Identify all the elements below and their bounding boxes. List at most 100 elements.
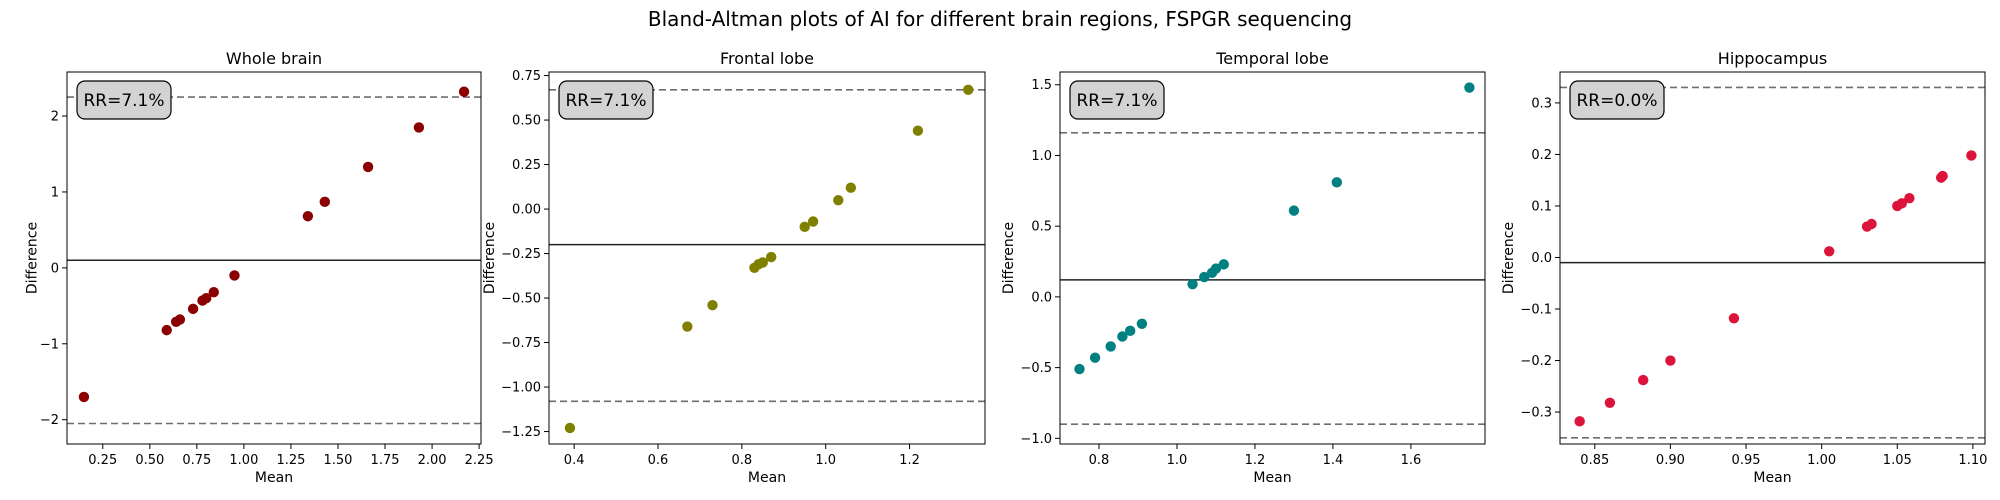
data-point-whole-brain	[302, 211, 314, 222]
data-point-temporal-lobe	[1105, 341, 1116, 352]
x-axis-label-hippocampus: Mean	[1753, 470, 1791, 486]
rr-annotation-frontal-lobe: RR=7.1%	[565, 91, 646, 111]
data-point-frontal-lobe	[757, 257, 769, 268]
y-tick-label-frontal-lobe: −0.75	[501, 336, 541, 351]
data-point-hippocampus	[1896, 198, 1908, 209]
y-tick-label-hippocampus: −0.1	[1520, 303, 1552, 318]
x-tick-label-frontal-lobe: 0.8	[732, 453, 753, 468]
y-tick-label-frontal-lobe: 0.00	[512, 203, 541, 218]
y-tick-label-hippocampus: −0.2	[1520, 354, 1552, 369]
panel-title-hippocampus: Hippocampus	[1718, 49, 1827, 68]
rr-annotation-whole-brain: RR=7.1%	[83, 91, 164, 111]
data-point-frontal-lobe	[912, 125, 924, 136]
panel-frontal-lobe: Frontal lobe 0.4 0.6 0.8 1.0 1.2 −1.25 −1.00 −0.…	[482, 49, 986, 486]
data-point-temporal-lobe	[1089, 352, 1101, 363]
y-tick-label-frontal-lobe: −1.00	[501, 381, 541, 396]
x-tick-label-hippocampus: 0.95	[1732, 453, 1761, 468]
x-tick-label-hippocampus: 1.10	[1958, 453, 1987, 468]
data-point-whole-brain	[413, 122, 425, 133]
y-tick-label-whole-brain: 2	[51, 110, 59, 125]
y-tick-label-whole-brain: −2	[40, 413, 59, 428]
x-tick-label-whole-brain: 0.75	[182, 453, 211, 468]
x-axis-label-temporal-lobe: Mean	[1253, 470, 1291, 486]
x-tick-label-frontal-lobe: 0.4	[564, 453, 585, 468]
y-tick-label-hippocampus: 0.1	[1531, 199, 1552, 214]
data-point-whole-brain	[319, 196, 331, 208]
x-tick-label-hippocampus: 1.00	[1807, 453, 1836, 468]
data-point-temporal-lobe	[1288, 205, 1300, 216]
x-tick-label-whole-brain: 1.75	[371, 453, 400, 468]
data-point-frontal-lobe	[963, 84, 974, 95]
data-point-hippocampus	[1824, 246, 1835, 257]
plot-frame-frontal-lobe	[548, 71, 986, 445]
data-point-frontal-lobe	[682, 321, 693, 332]
data-point-temporal-lobe	[1210, 263, 1222, 274]
data-point-temporal-lobe	[1136, 318, 1148, 329]
plot-frame-whole-brain	[66, 71, 482, 445]
rr-annotation-box-whole-brain	[76, 80, 172, 120]
y-tick-label-whole-brain: 0	[51, 261, 59, 276]
data-point-temporal-lobe	[1117, 331, 1128, 342]
data-point-hippocampus	[1637, 374, 1649, 386]
data-point-hippocampus	[1966, 150, 1977, 161]
data-point-frontal-lobe	[564, 422, 576, 434]
y-tick-label-temporal-lobe: 0.0	[1031, 290, 1052, 305]
y-tick-label-hippocampus: 0.2	[1531, 148, 1552, 163]
x-tick-label-hippocampus: 0.90	[1656, 453, 1685, 468]
data-point-temporal-lobe	[1464, 82, 1475, 93]
plot-frame-temporal-lobe	[1059, 71, 1486, 445]
data-point-frontal-lobe	[807, 216, 819, 227]
x-tick-label-temporal-lobe: 1.4	[1323, 453, 1344, 468]
y-tick-label-frontal-lobe: −0.50	[501, 292, 541, 307]
x-tick-label-whole-brain: 1.25	[276, 453, 305, 468]
rr-annotation-box-frontal-lobe	[558, 80, 654, 120]
data-point-hippocampus	[1904, 193, 1915, 204]
y-tick-label-hippocampus: 0.3	[1531, 96, 1552, 111]
x-tick-label-whole-brain: 2.00	[418, 453, 447, 468]
rr-annotation-hippocampus: RR=0.0%	[1576, 91, 1657, 111]
x-tick-label-frontal-lobe: 1.2	[899, 453, 920, 468]
data-point-whole-brain	[78, 391, 90, 403]
data-point-temporal-lobe	[1331, 177, 1343, 188]
x-tick-label-temporal-lobe: 0.8	[1089, 453, 1110, 468]
y-tick-label-whole-brain: 1	[51, 185, 59, 200]
data-point-whole-brain	[208, 286, 219, 298]
rr-annotation-temporal-lobe: RR=7.1%	[1076, 91, 1157, 111]
y-tick-label-temporal-lobe: −0.5	[1020, 361, 1052, 376]
rr-annotation-box-temporal-lobe	[1069, 80, 1165, 120]
data-point-frontal-lobe	[707, 299, 718, 311]
x-tick-label-whole-brain: 2.25	[465, 453, 494, 468]
data-point-hippocampus	[1937, 170, 1948, 182]
y-tick-label-temporal-lobe: 1.5	[1031, 78, 1052, 93]
data-point-temporal-lobe	[1199, 271, 1210, 283]
data-point-frontal-lobe	[845, 182, 857, 193]
data-point-whole-brain	[201, 293, 212, 304]
x-tick-label-hippocampus: 1.05	[1883, 453, 1912, 468]
x-tick-label-whole-brain: 0.25	[88, 453, 117, 468]
data-point-temporal-lobe	[1218, 259, 1229, 270]
y-axis-label-whole-brain: Difference	[25, 222, 41, 294]
data-point-whole-brain	[229, 270, 240, 281]
x-tick-label-hippocampus: 0.85	[1580, 453, 1609, 468]
data-point-temporal-lobe	[1187, 278, 1198, 290]
plot-frame-hippocampus	[1559, 71, 1986, 445]
data-point-whole-brain	[174, 314, 186, 325]
x-tick-label-frontal-lobe: 1.0	[815, 453, 836, 468]
y-tick-label-frontal-lobe: −1.25	[501, 425, 541, 440]
data-point-frontal-lobe	[765, 251, 777, 263]
data-point-whole-brain	[161, 324, 172, 336]
x-tick-label-whole-brain: 0.50	[135, 453, 164, 468]
x-tick-label-temporal-lobe: 1.0	[1167, 453, 1188, 468]
data-point-frontal-lobe	[799, 221, 810, 233]
data-point-temporal-lobe	[1124, 325, 1136, 337]
figure-title: Bland-Altman plots of AI for different b…	[648, 7, 1352, 31]
y-tick-label-hippocampus: 0.0	[1531, 251, 1552, 266]
y-tick-label-hippocampus: −0.3	[1520, 406, 1552, 421]
y-tick-label-temporal-lobe: 1.0	[1031, 149, 1052, 164]
data-point-hippocampus	[1574, 416, 1585, 427]
rr-annotation-box-hippocampus	[1569, 80, 1665, 120]
panel-temporal-lobe: Temporal lobe 0.8 1.0 1.2 1.4 1.6 −1.0 −0.5 0.0 0…	[1001, 49, 1486, 486]
panel-title-frontal-lobe: Frontal lobe	[720, 49, 814, 68]
